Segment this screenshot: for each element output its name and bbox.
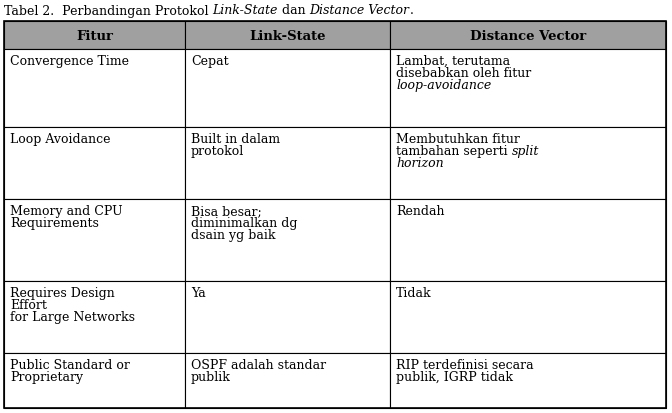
Text: Membutuhkan fitur: Membutuhkan fitur [396,133,520,146]
Text: dsain yg baik: dsain yg baik [191,229,276,242]
Text: Link-State: Link-State [212,5,278,17]
Bar [4,22,185,50]
Text: Lambat, terutama: Lambat, terutama [396,55,510,68]
Text: Requires Design: Requires Design [10,286,115,299]
Bar [390,199,666,281]
Text: Public Standard or: Public Standard or [10,358,130,371]
Text: Rendah: Rendah [396,204,444,218]
Text: Link-State: Link-State [249,29,326,43]
Text: Proprietary: Proprietary [10,370,83,383]
Text: dan: dan [278,5,310,17]
Text: Tabel 2.  Perbandingan Protokol: Tabel 2. Perbandingan Protokol [4,5,212,17]
Text: disebabkan oleh fitur: disebabkan oleh fitur [396,67,532,80]
Text: Cepat: Cepat [191,55,228,68]
Text: .: . [409,5,413,17]
Bar [4,353,185,408]
Bar [4,199,185,281]
Bar [185,199,390,281]
Text: tambahan seperti: tambahan seperti [396,145,511,158]
Bar [390,281,666,353]
Text: publik: publik [191,370,231,383]
Bar [390,128,666,199]
Text: Memory and CPU: Memory and CPU [10,204,122,218]
Text: Bisa besar;: Bisa besar; [191,204,262,218]
Bar [390,50,666,128]
Text: split: split [511,145,539,158]
Text: Ya: Ya [191,286,206,299]
Text: OSPF adalah standar: OSPF adalah standar [191,358,326,371]
Text: Effort: Effort [10,299,47,311]
Bar [185,353,390,408]
Text: loop-avoidance: loop-avoidance [396,79,491,92]
Text: diminimalkan dg: diminimalkan dg [191,217,298,230]
Bar [185,281,390,353]
Text: Fitur: Fitur [76,29,113,43]
Text: publik, IGRP tidak: publik, IGRP tidak [396,370,513,383]
Text: for Large Networks: for Large Networks [10,311,135,323]
Text: Distance Vector: Distance Vector [470,29,586,43]
Bar [4,128,185,199]
Text: Built in dalam: Built in dalam [191,133,280,146]
Text: protokol: protokol [191,145,244,158]
Text: Loop Avoidance: Loop Avoidance [10,133,110,146]
Text: Requirements: Requirements [10,217,99,230]
Bar [390,22,666,50]
Text: Tidak: Tidak [396,286,431,299]
Bar [185,128,390,199]
Bar [390,353,666,408]
Bar [4,281,185,353]
Bar [185,22,390,50]
Text: horizon: horizon [396,157,444,170]
Bar [4,50,185,128]
Text: RIP terdefinisi secara: RIP terdefinisi secara [396,358,534,371]
Text: Distance Vector: Distance Vector [310,5,409,17]
Bar [185,50,390,128]
Text: Convergence Time: Convergence Time [10,55,129,68]
